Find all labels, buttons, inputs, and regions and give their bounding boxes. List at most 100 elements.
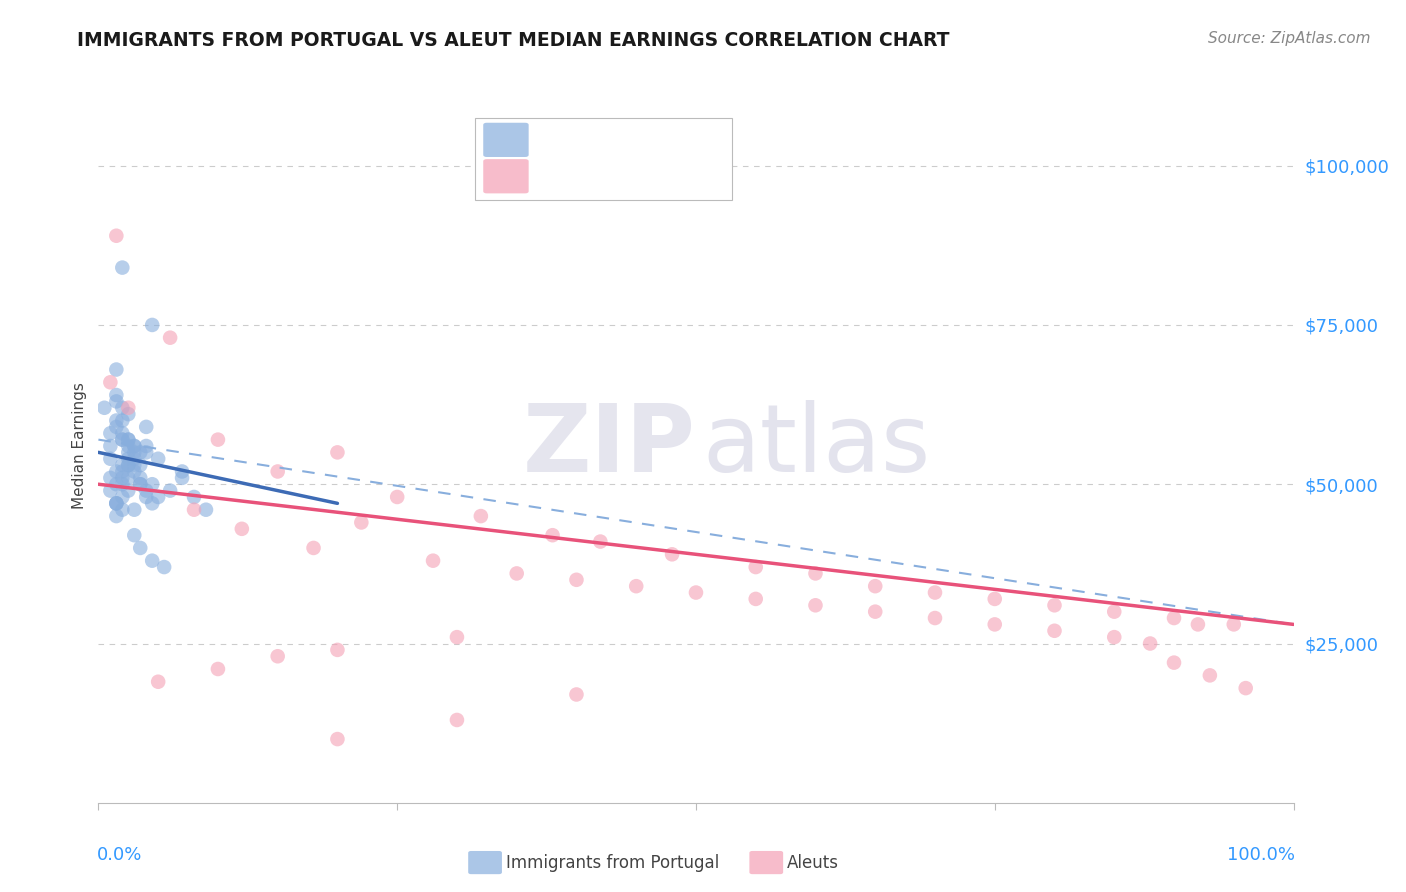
Point <box>153 560 176 574</box>
Point <box>98 426 122 441</box>
Point <box>124 465 146 479</box>
Text: IMMIGRANTS FROM PORTUGAL VS ALEUT MEDIAN EARNINGS CORRELATION CHART: IMMIGRANTS FROM PORTUGAL VS ALEUT MEDIAN… <box>77 31 950 50</box>
Point <box>1234 681 1257 695</box>
Point <box>93 401 115 415</box>
Point <box>924 585 946 599</box>
Point <box>1187 617 1209 632</box>
Point <box>129 471 152 485</box>
Point <box>117 433 139 447</box>
Point <box>661 547 683 561</box>
FancyBboxPatch shape <box>475 118 733 200</box>
Point <box>470 509 492 524</box>
Point <box>924 611 946 625</box>
Point <box>804 599 827 613</box>
Point <box>565 688 588 702</box>
Point <box>141 477 163 491</box>
Point <box>111 426 134 441</box>
Text: Immigrants from Portugal: Immigrants from Portugal <box>506 854 720 871</box>
Text: R = -0.357: R = -0.357 <box>537 168 626 186</box>
Point <box>124 528 146 542</box>
Point <box>385 490 409 504</box>
Point <box>124 502 146 516</box>
Point <box>1199 668 1222 682</box>
Point <box>105 228 128 243</box>
Point <box>111 433 134 447</box>
Point <box>117 401 139 415</box>
FancyBboxPatch shape <box>484 159 529 194</box>
Point <box>124 458 146 472</box>
Text: Source: ZipAtlas.com: Source: ZipAtlas.com <box>1208 31 1371 46</box>
Point <box>117 439 139 453</box>
Point <box>117 445 139 459</box>
Point <box>804 566 827 581</box>
Point <box>148 674 170 689</box>
Point <box>135 490 157 504</box>
Point <box>124 445 146 459</box>
Text: ZIP: ZIP <box>523 400 696 492</box>
Point <box>111 490 134 504</box>
Point <box>1104 605 1126 619</box>
Point <box>685 585 707 599</box>
Point <box>124 439 146 453</box>
Point <box>745 560 768 574</box>
Text: N = 70: N = 70 <box>648 129 710 147</box>
Point <box>267 465 290 479</box>
Point <box>105 362 128 376</box>
Text: 100.0%: 100.0% <box>1226 846 1295 863</box>
Point <box>111 413 134 427</box>
Point <box>105 509 128 524</box>
Text: R = -0.214: R = -0.214 <box>537 129 627 147</box>
Point <box>1043 599 1066 613</box>
Point <box>135 439 157 453</box>
Point <box>105 477 128 491</box>
Point <box>129 477 152 491</box>
Point <box>129 477 152 491</box>
Point <box>589 534 612 549</box>
Point <box>326 643 349 657</box>
Point <box>984 617 1007 632</box>
Point <box>506 566 529 581</box>
Point <box>565 573 588 587</box>
Point <box>326 445 349 459</box>
Point <box>105 394 128 409</box>
Point <box>1223 617 1246 632</box>
Point <box>117 433 139 447</box>
Point <box>1163 656 1185 670</box>
Point <box>159 331 181 345</box>
Text: 0.0%: 0.0% <box>97 846 142 863</box>
Point <box>117 458 139 472</box>
Point <box>195 502 218 516</box>
Point <box>105 465 128 479</box>
Point <box>111 471 134 485</box>
Point <box>541 528 564 542</box>
Point <box>865 605 887 619</box>
Point <box>172 471 194 485</box>
Point <box>1163 611 1185 625</box>
Point <box>124 451 146 466</box>
Point <box>446 630 468 644</box>
Point <box>141 496 163 510</box>
Point <box>129 445 152 459</box>
Text: Aleuts: Aleuts <box>787 854 839 871</box>
Point <box>105 420 128 434</box>
Point <box>129 541 152 555</box>
Point <box>111 502 134 516</box>
Point <box>98 471 122 485</box>
Point <box>98 376 122 390</box>
Point <box>148 490 170 504</box>
Point <box>172 465 194 479</box>
Point <box>111 458 134 472</box>
Point <box>111 260 134 275</box>
Point <box>117 458 139 472</box>
Point <box>105 413 128 427</box>
Point <box>111 401 134 415</box>
Point <box>124 439 146 453</box>
Point <box>326 732 349 747</box>
Point <box>159 483 181 498</box>
Point <box>984 591 1007 606</box>
Point <box>207 433 229 447</box>
Point <box>105 496 128 510</box>
Point <box>111 465 134 479</box>
Y-axis label: Median Earnings: Median Earnings <box>72 383 87 509</box>
Point <box>105 496 128 510</box>
